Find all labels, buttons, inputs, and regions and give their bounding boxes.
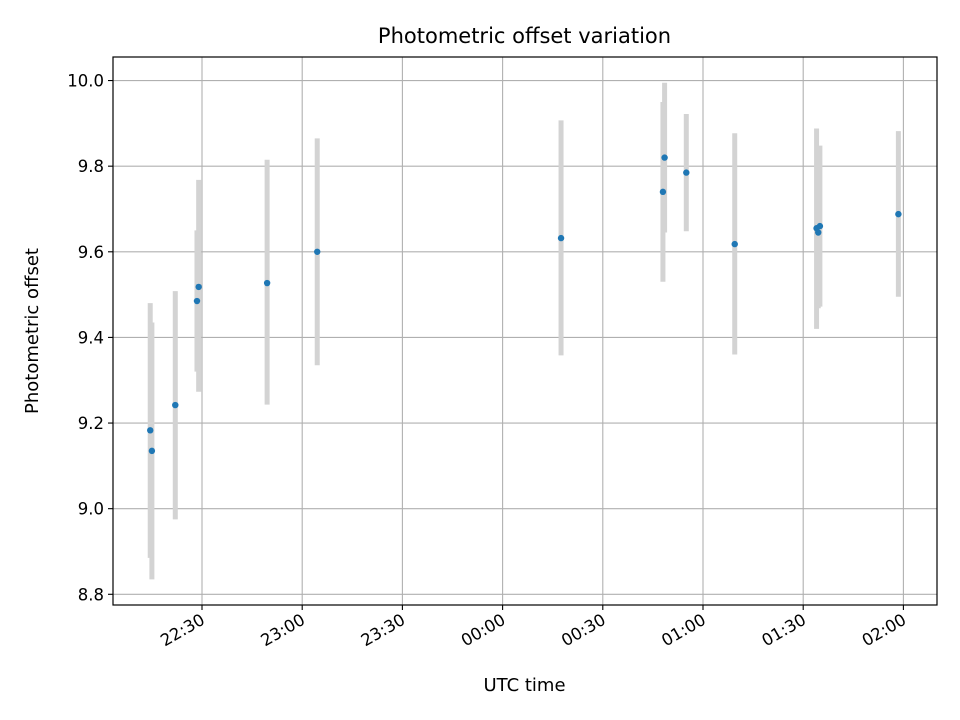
x-tick-label: 23:00 [258,610,309,650]
y-axis: 8.8 9.0 9.2 9.4 9.6 9.8 10.0 [67,72,113,604]
data-point [659,188,667,196]
y-tick-label: 9.6 [78,243,104,262]
x-tick-label: 00:00 [458,610,509,650]
data-point [815,229,822,236]
plot-frame [112,56,938,606]
data-point [816,222,824,230]
grid [113,57,937,605]
data-point [195,283,202,291]
x-tick-label: 22:30 [157,610,208,650]
error-bars [147,82,901,580]
x-tick-label: 02:00 [859,610,910,650]
y-axis-title: Photometric offset [22,248,43,414]
x-axis-title: UTC time [483,675,565,696]
y-tick-label: 9.8 [78,157,104,176]
data-point [148,447,156,455]
x-tick-label: 01:00 [658,610,709,650]
data-points [147,154,902,455]
y-tick-label: 9.0 [78,500,104,519]
data-point [172,401,179,409]
data-point [895,210,902,218]
data-point [683,169,690,176]
data-point [661,154,668,161]
data-point [731,240,738,248]
x-tick-label: 01:30 [759,610,810,650]
x-tick-label: 23:30 [358,610,409,650]
data-point [263,279,271,287]
y-tick-label: 8.8 [78,585,104,604]
x-tick-label: 00:30 [558,610,609,650]
data-point [557,234,565,242]
y-tick-label: 9.2 [78,414,104,433]
data-point [147,427,154,434]
chart-title: Photometric offset variation [378,24,671,48]
y-tick-label: 9.4 [78,328,104,347]
x-axis: 22:30 23:00 23:30 00:00 00:30 01:00 01:30 02:00 [157,605,909,650]
y-tick-label: 10.0 [67,72,104,91]
data-point [193,297,201,305]
data-point [314,248,321,255]
